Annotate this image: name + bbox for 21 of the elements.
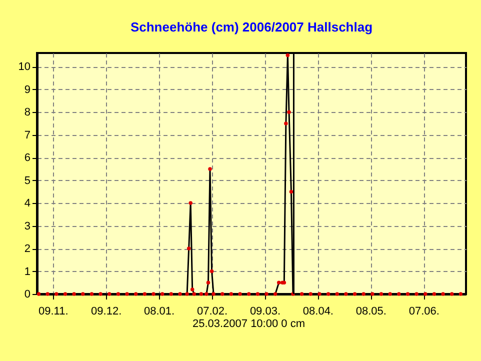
y-tick-label: 9 <box>24 84 30 96</box>
y-tick-label: 5 <box>24 174 30 187</box>
y-tick-label: 8 <box>24 106 30 119</box>
x-tick-label: 08.01. <box>144 306 175 318</box>
x-tick-label: 09.03. <box>250 306 281 318</box>
x-tick-label: 09.11. <box>38 306 68 318</box>
y-tick-label: 0 <box>24 288 30 300</box>
chart-title: Schneehöhe (cm) 2006/2007 Hallschlag <box>130 19 373 34</box>
y-tick-label: 10 <box>18 61 30 74</box>
y-tick-label: 4 <box>24 198 30 210</box>
x-tick-label: 07.06. <box>408 306 440 318</box>
y-tick-label: 2 <box>24 243 30 256</box>
y-tick-label: 6 <box>24 152 30 164</box>
y-tick-label: 7 <box>24 129 30 142</box>
x-tick-label: 08.05. <box>356 306 386 318</box>
y-tick-label: 3 <box>24 220 30 232</box>
x-tick-label: 08.04. <box>302 306 334 318</box>
ref-line-label: 25.03.2007 10:00 0 cm <box>192 318 305 330</box>
x-tick-label: 09.12. <box>91 306 122 318</box>
x-tick-label: 07.02. <box>196 306 228 318</box>
y-tick-label: 1 <box>24 266 30 278</box>
